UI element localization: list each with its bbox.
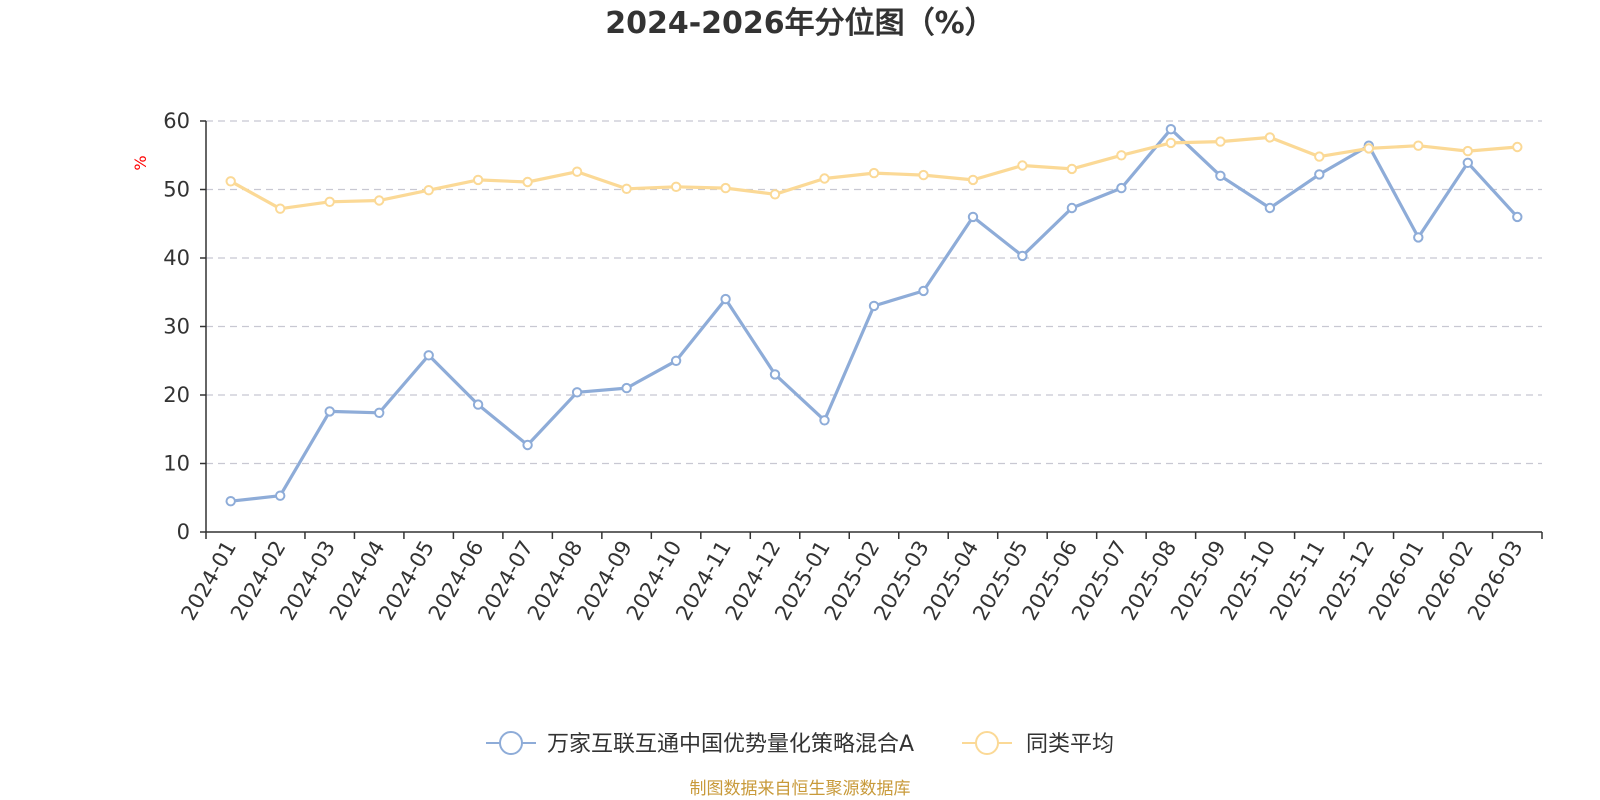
data-point[interactable]: [1017, 250, 1028, 262]
data-point[interactable]: [670, 181, 682, 193]
data-point[interactable]: [1066, 163, 1078, 175]
series-2: [225, 132, 1523, 214]
data-point[interactable]: [1314, 151, 1325, 162]
data-point[interactable]: [522, 439, 533, 451]
y-tick-label: 50: [163, 178, 190, 202]
data-point[interactable]: [819, 173, 830, 184]
data-point[interactable]: [1116, 182, 1127, 194]
series-1: [225, 124, 1523, 507]
data-point[interactable]: [1314, 169, 1325, 180]
data-point[interactable]: [374, 195, 385, 206]
data-point[interactable]: [324, 196, 335, 208]
data-point[interactable]: [1066, 202, 1078, 214]
data-point[interactable]: [1264, 132, 1276, 143]
data-point[interactable]: [819, 415, 830, 426]
data-point[interactable]: [472, 174, 484, 186]
y-tick-label: 20: [163, 383, 190, 407]
data-point[interactable]: [1215, 136, 1226, 147]
data-point[interactable]: [621, 382, 632, 394]
data-point[interactable]: [1017, 160, 1028, 171]
data-point[interactable]: [967, 174, 979, 186]
axes: 01020304050602024-012024-022024-032024-0…: [163, 109, 1543, 624]
data-point[interactable]: [225, 176, 236, 187]
series-lines: [225, 124, 1523, 507]
legend-item-2[interactable]: 同类平均: [962, 731, 1114, 757]
data-point[interactable]: [621, 183, 632, 195]
data-point[interactable]: [918, 169, 929, 181]
legend-marker-icon: [499, 731, 523, 755]
y-axis-unit-label: %: [131, 155, 150, 170]
data-point[interactable]: [225, 496, 236, 507]
data-point[interactable]: [1165, 124, 1177, 135]
data-source-note: 制图数据来自恒生聚源数据库: [690, 779, 911, 799]
y-tick-label: 30: [163, 315, 190, 339]
data-point[interactable]: [522, 176, 533, 188]
data-point[interactable]: [967, 211, 979, 223]
data-point[interactable]: [374, 407, 385, 418]
data-point[interactable]: [1413, 232, 1424, 243]
legend-label: 同类平均: [1026, 732, 1114, 757]
data-point[interactable]: [275, 490, 286, 501]
data-point[interactable]: [324, 406, 335, 417]
y-tick-label: 10: [163, 452, 190, 476]
data-point[interactable]: [1264, 202, 1276, 214]
data-point[interactable]: [275, 203, 286, 214]
chart-title: 2024-2026年分位图（%）: [605, 6, 995, 41]
data-point[interactable]: [1512, 211, 1523, 223]
data-point[interactable]: [720, 182, 731, 194]
legend[interactable]: 万家互联互通中国优势量化策略混合A 同类平均: [486, 731, 1114, 757]
data-point[interactable]: [1165, 137, 1177, 149]
y-tick-label: 40: [163, 246, 190, 270]
data-point[interactable]: [720, 293, 731, 305]
data-point[interactable]: [1116, 150, 1127, 161]
data-point[interactable]: [472, 399, 484, 410]
data-point[interactable]: [1215, 170, 1226, 182]
data-point[interactable]: [1462, 157, 1474, 169]
data-point[interactable]: [1413, 140, 1424, 151]
legend-label: 万家互联互通中国优势量化策略混合A: [547, 732, 914, 757]
data-point[interactable]: [868, 300, 880, 312]
y-tick-label: 60: [163, 109, 190, 133]
series-line: [229, 127, 1519, 503]
legend-marker-icon: [975, 731, 999, 755]
data-point[interactable]: [769, 189, 781, 200]
data-point[interactable]: [1512, 141, 1523, 153]
data-point[interactable]: [1462, 145, 1474, 157]
data-point[interactable]: [571, 166, 583, 177]
y-tick-label: 0: [177, 520, 190, 544]
data-point[interactable]: [868, 167, 880, 179]
data-point[interactable]: [423, 185, 434, 196]
data-point[interactable]: [918, 285, 929, 297]
data-point[interactable]: [571, 387, 583, 398]
data-point[interactable]: [1363, 143, 1375, 154]
data-point[interactable]: [423, 350, 434, 361]
data-point[interactable]: [670, 355, 682, 366]
legend-item-1[interactable]: 万家互联互通中国优势量化策略混合A: [486, 731, 914, 757]
data-point[interactable]: [769, 369, 781, 380]
